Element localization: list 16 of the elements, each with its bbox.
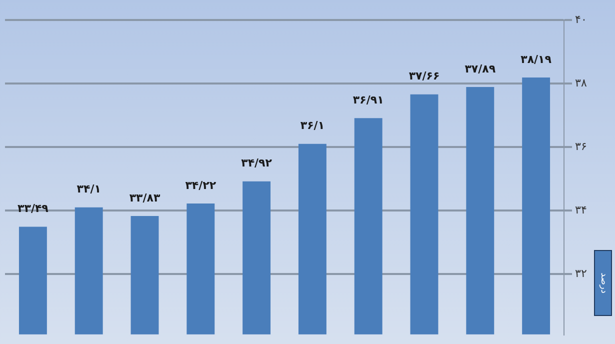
y-tick-label: ۳۶ bbox=[575, 141, 587, 154]
data-label: ۳۶/۱ bbox=[300, 119, 325, 132]
data-label: ۳۸/۱۹ bbox=[520, 52, 552, 66]
data-label: ۳۴/۲۲ bbox=[185, 178, 216, 192]
data-label: ۳۴/۹۲ bbox=[241, 156, 272, 170]
y-tick-label: ۳۴ bbox=[575, 204, 587, 217]
legend-box: درصد bbox=[594, 250, 612, 316]
data-label: ۳۷/۶۶ bbox=[408, 70, 440, 83]
data-label: ۳۷/۸۹ bbox=[464, 62, 496, 76]
data-label: ۳۴/۱ bbox=[76, 182, 101, 196]
y-tick-label: ۴۰ bbox=[575, 14, 587, 26]
data-label: ۳۳/۸۳ bbox=[129, 191, 160, 204]
y-tick-label: ۳۸ bbox=[575, 78, 587, 90]
data-label: ۳۶/۹۱ bbox=[352, 93, 384, 106]
y-tick-label: ۳۲ bbox=[575, 268, 587, 280]
data-label: ۳۳/۴۹ bbox=[18, 202, 49, 216]
